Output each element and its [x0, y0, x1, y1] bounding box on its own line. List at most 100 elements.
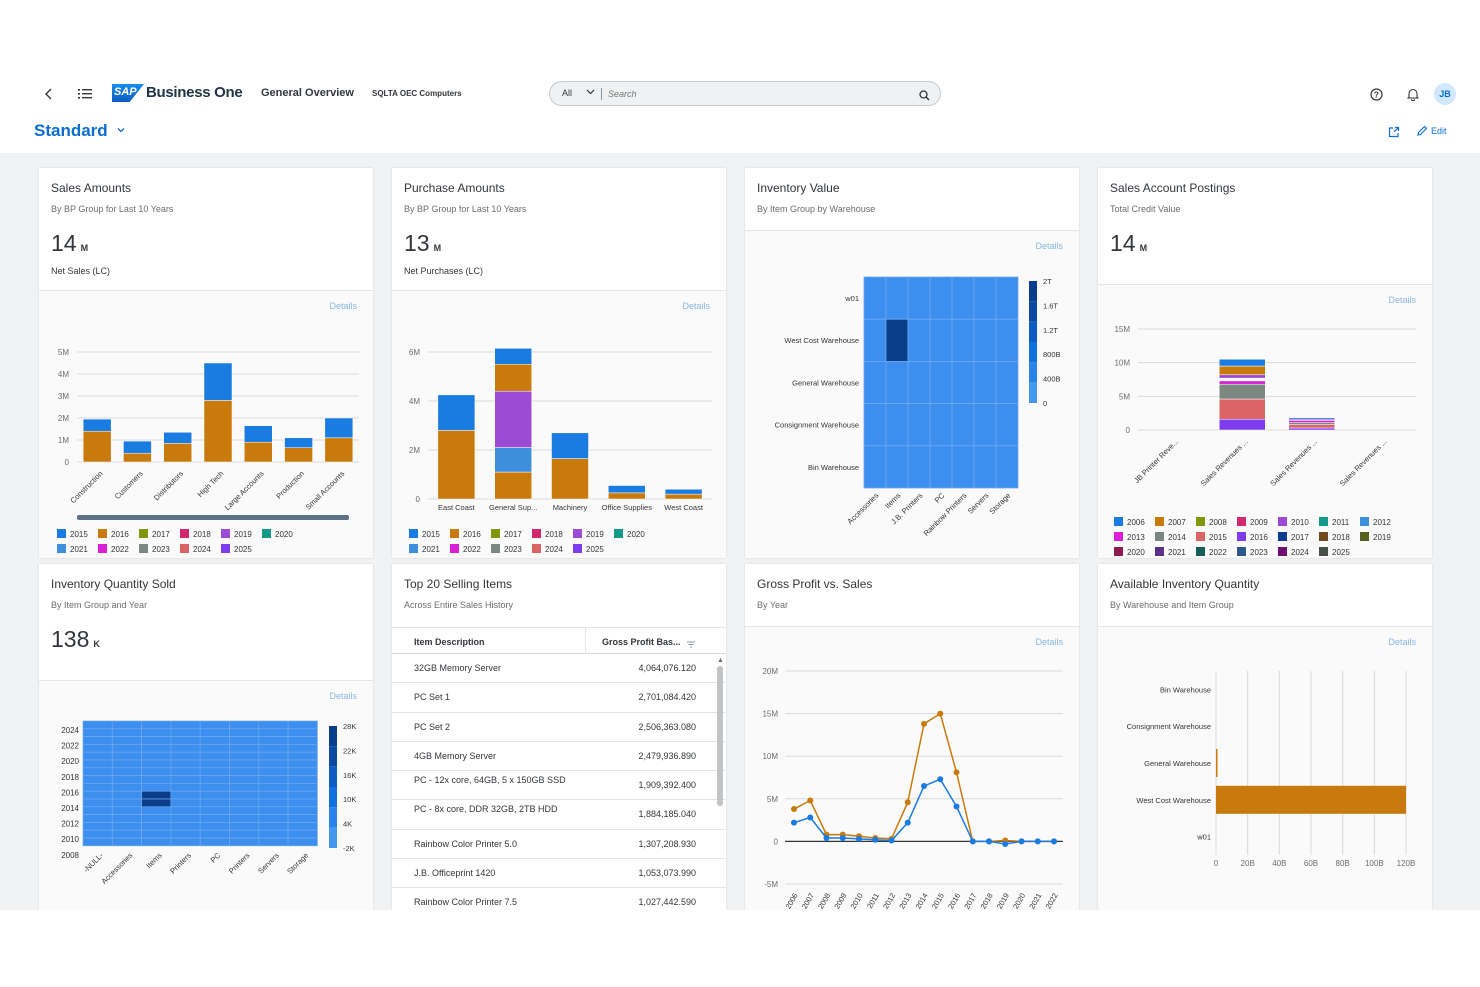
- table-row[interactable]: PC - 8x core, DDR 32GB, 2TB HDD 1,884,185…: [392, 800, 726, 830]
- scrollbar[interactable]: [717, 666, 723, 806]
- item-description-cell: 32GB Memory Server: [414, 663, 502, 673]
- heatmap-cell: [258, 806, 289, 815]
- table-row[interactable]: 32GB Memory Server 4,064,076.120: [392, 654, 726, 684]
- table-row[interactable]: Rainbow Color Printer 5.0 1,307,208.930: [392, 829, 726, 860]
- data-point: [1034, 838, 1041, 845]
- heatmap-cell: [995, 318, 1019, 362]
- avatar[interactable]: JB: [1434, 83, 1456, 105]
- heatmap-cell: [141, 790, 172, 800]
- legend-swatch: [1196, 547, 1205, 556]
- card-top-20-selling-items[interactable]: Top 20 Selling Items Across Entire Sales…: [392, 564, 726, 910]
- card-purchase-amounts[interactable]: Purchase Amounts By BP Group for Last 10…: [392, 168, 726, 558]
- details-link[interactable]: Details: [329, 691, 357, 701]
- card-header[interactable]: Gross Profit vs. Sales By Year: [745, 564, 1079, 626]
- heatmap-cell: [885, 318, 909, 362]
- heatmap-cell: [82, 783, 113, 792]
- legend-swatch: [1319, 517, 1328, 526]
- variant-title[interactable]: Standard: [34, 121, 108, 140]
- bar: [1216, 749, 1218, 777]
- heatmap-cell: [111, 775, 142, 784]
- company-name: SQLTA OEC Computers: [372, 89, 462, 98]
- heatmap-cell: [199, 720, 230, 730]
- heatmap-cell: [287, 822, 318, 831]
- search-icon[interactable]: [919, 88, 930, 106]
- share-icon[interactable]: [1388, 125, 1400, 143]
- legend-label: 2021: [422, 545, 440, 554]
- bar-segment: [123, 440, 152, 454]
- table-row[interactable]: PC - 12x core, 64GB, 5 x 150GB SSD 1,909,…: [392, 771, 726, 801]
- column-header-gross-profit[interactable]: Gross Profit Bas...: [602, 637, 681, 647]
- chart-area: Details w01 West Cost Warehouse General Wa…: [745, 230, 1079, 558]
- card-gross-profit-vs-sales[interactable]: Gross Profit vs. Sales By Year Details -…: [745, 564, 1079, 910]
- card-sales-account-postings[interactable]: Sales Account Postings Total Credit Valu…: [1098, 168, 1432, 558]
- table-row[interactable]: Rainbow Color Printer 7.5 1,027,442.590: [392, 888, 726, 910]
- menu-list-icon[interactable]: [73, 82, 97, 106]
- details-link[interactable]: Details: [1035, 637, 1063, 647]
- heatmap-cell: [973, 318, 997, 362]
- bar-segment: [664, 488, 703, 495]
- table-row[interactable]: PC Set 2 2,506,363.080: [392, 712, 726, 742]
- card-header[interactable]: Top 20 Selling Items Across Entire Sales…: [392, 564, 726, 626]
- legend-swatch: [1278, 547, 1287, 556]
- search-input[interactable]: [608, 86, 908, 102]
- card-inventory-value[interactable]: Inventory Value By Item Group by Warehou…: [745, 168, 1079, 558]
- heatmap-cell: [287, 775, 318, 784]
- back-icon[interactable]: [37, 82, 61, 106]
- x-tick-label: 40B: [1272, 859, 1286, 868]
- heatmap-cell: [995, 276, 1019, 320]
- heatmap-cell: [141, 837, 172, 847]
- heatmap-cell: [287, 736, 318, 745]
- notification-bell-icon[interactable]: [1401, 82, 1425, 106]
- search-scope-select[interactable]: All: [562, 88, 573, 98]
- card-header[interactable]: Purchase Amounts By BP Group for Last 10…: [392, 168, 726, 290]
- legend-swatch: [98, 544, 107, 553]
- app-title[interactable]: General Overview: [261, 87, 354, 99]
- card-sales-amounts[interactable]: Sales Amounts By BP Group for Last 10 Ye…: [39, 168, 373, 558]
- chart-area: Details -5M 0 5M 10M 15M 20M 2006 2007 2008 2009 2…: [745, 626, 1079, 910]
- legend-label: 2017: [152, 530, 170, 539]
- details-link[interactable]: Details: [1388, 295, 1416, 305]
- bar-segment: [244, 441, 273, 463]
- x-tick-label: Customers: [113, 469, 145, 501]
- bar-segment: [203, 362, 233, 401]
- details-link[interactable]: Details: [329, 301, 357, 311]
- card-header[interactable]: Sales Amounts By BP Group for Last 10 Ye…: [39, 168, 373, 290]
- gross-profit-cell: 1,053,073.990: [638, 868, 696, 879]
- chart-area: Details 0 2M 4M 6M East Coast General Sup... M…: [392, 290, 726, 558]
- table-row[interactable]: 4GB Memory Server 2,479,936.890: [392, 741, 726, 772]
- table-row[interactable]: PC Set 1 2,701,084.420: [392, 683, 726, 713]
- sort-descending-icon[interactable]: [686, 636, 696, 654]
- heatmap-cell: [863, 276, 887, 320]
- heatmap-cell: [229, 751, 260, 761]
- details-link[interactable]: Details: [682, 301, 710, 311]
- heatmap-cell: [287, 814, 318, 823]
- data-point: [1018, 838, 1025, 845]
- data-point: [807, 797, 814, 804]
- details-link[interactable]: Details: [1035, 241, 1063, 251]
- legend-gradient-step: [329, 746, 337, 767]
- legend-tick-label: 400B: [1043, 375, 1061, 384]
- scroll-up-icon[interactable]: ▲: [717, 657, 724, 664]
- legend-gradient-step: [1029, 301, 1037, 322]
- data-point: [807, 814, 814, 821]
- table-row[interactable]: J.B. Officeprint 1420 1,053,073.990: [392, 859, 726, 889]
- edit-button[interactable]: Edit: [1416, 125, 1447, 137]
- card-available-inventory-quantity[interactable]: Available Inventory Quantity By Warehous…: [1098, 564, 1432, 910]
- card-header[interactable]: Available Inventory Quantity By Warehous…: [1098, 564, 1432, 626]
- card-inventory-quantity-sold[interactable]: Inventory Quantity Sold By Item Group an…: [39, 564, 373, 910]
- y-tick-label: 5M: [767, 795, 778, 804]
- card-header[interactable]: Sales Account Postings Total Credit Valu…: [1098, 168, 1432, 284]
- help-icon[interactable]: ?: [1364, 82, 1388, 106]
- y-tick-label: 1M: [58, 436, 69, 445]
- heatmap-cell: [287, 767, 318, 776]
- heatmap-cell: [170, 751, 201, 761]
- card-header[interactable]: Inventory Value By Item Group by Warehou…: [745, 168, 1079, 230]
- data-point: [856, 835, 862, 842]
- legend-label: 2020: [1127, 548, 1145, 557]
- column-header-item[interactable]: Item Description: [414, 637, 485, 647]
- bar-segment: [82, 430, 112, 463]
- chevron-down-icon[interactable]: [586, 87, 595, 98]
- details-link[interactable]: Details: [1388, 637, 1416, 647]
- chevron-down-icon[interactable]: [116, 125, 126, 138]
- card-header[interactable]: Inventory Quantity Sold By Item Group an…: [39, 564, 373, 680]
